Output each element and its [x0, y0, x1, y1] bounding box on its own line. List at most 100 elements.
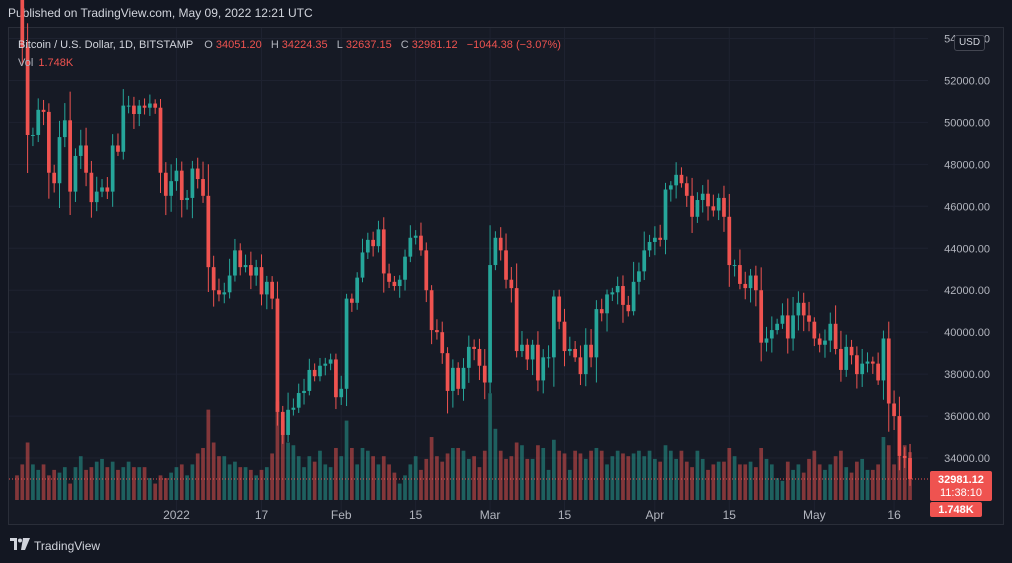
candle-body	[360, 252, 365, 278]
volume-bar	[318, 450, 322, 500]
volume-bar	[530, 458, 535, 500]
candle-body	[594, 309, 599, 358]
volume-bar	[525, 458, 530, 500]
candle-body	[110, 145, 115, 192]
candle-body	[658, 237, 663, 240]
volume-bar	[477, 467, 482, 500]
candle-body	[552, 296, 556, 358]
volume-bar	[254, 475, 259, 500]
volume-bar	[397, 483, 402, 500]
candle-body	[238, 250, 243, 268]
volume-bar	[690, 467, 694, 500]
candle-body	[514, 288, 519, 352]
volume-bar	[307, 456, 312, 500]
volume-bar	[392, 472, 397, 500]
candle-body	[865, 361, 870, 364]
time-tick-label: 15	[558, 508, 572, 522]
volume-bar	[179, 464, 184, 500]
candle-body	[78, 145, 83, 156]
volume-bar	[631, 453, 636, 500]
candle-body	[275, 298, 280, 412]
candle-body	[190, 168, 195, 198]
candle-body	[259, 267, 264, 295]
volume-bar	[759, 447, 764, 500]
candle-body	[307, 369, 312, 391]
volume-badge	[930, 502, 982, 518]
high-value: 34224.35	[281, 39, 328, 51]
volume-bar	[25, 442, 30, 500]
volume-bar	[429, 437, 434, 500]
volume-bar	[514, 442, 519, 500]
candle-body	[387, 273, 391, 282]
volume-bars	[15, 393, 912, 500]
candle-body	[105, 187, 110, 192]
grid-lines	[9, 28, 928, 520]
candle-body	[100, 187, 104, 192]
volume-bar	[738, 464, 742, 500]
candle-body	[397, 279, 402, 287]
volume-bar	[552, 439, 556, 500]
volume-bar	[57, 472, 62, 500]
candle-body	[350, 298, 354, 303]
time-tick-label: Mar	[480, 508, 501, 522]
volume-bar	[743, 464, 748, 500]
volume-bar	[557, 450, 562, 500]
volume-bar	[190, 464, 195, 500]
volume-bar	[355, 464, 360, 500]
candle-body	[599, 309, 604, 314]
volume-value: 1.748K	[38, 57, 74, 69]
volume-bar	[902, 445, 907, 500]
candle-body	[520, 344, 524, 352]
volume-bar	[647, 450, 652, 500]
volume-bar	[233, 461, 237, 500]
tradingview-footer: TradingView	[10, 538, 100, 553]
volume-bar	[52, 469, 57, 500]
volume-bar	[270, 453, 274, 500]
volume-bar	[174, 467, 179, 500]
chart-legend: Bitcoin / U.S. Dollar, 1D, BITSTAMP O 340…	[18, 36, 564, 72]
volume-bar	[796, 464, 801, 500]
volume-bar	[716, 461, 721, 500]
candle-body	[121, 105, 126, 152]
volume-bar	[785, 461, 790, 500]
close-value: 32981.12	[411, 39, 458, 51]
volume-bar	[89, 467, 94, 500]
volume-bar	[286, 442, 290, 500]
candle-body	[376, 229, 381, 247]
volume-bar	[599, 450, 604, 500]
candle-body	[392, 281, 397, 287]
volume-bar	[371, 456, 375, 500]
candle-body	[833, 323, 838, 349]
candle-body	[312, 369, 317, 377]
close-label: C	[400, 39, 409, 51]
candle-body	[222, 292, 227, 295]
volume-bar	[520, 445, 524, 500]
symbol-title[interactable]: Bitcoin / U.S. Dollar, 1D, BITSTAMP	[18, 39, 194, 51]
volume-bar	[860, 458, 865, 500]
candle-body	[796, 302, 801, 316]
high-label: H	[270, 39, 279, 51]
volume-bar	[589, 450, 593, 500]
candle-body	[498, 237, 503, 251]
candle-body	[451, 367, 455, 391]
volume-bar	[578, 453, 583, 500]
volume-bar	[211, 442, 216, 500]
candle-body	[84, 145, 88, 173]
candle-body	[31, 134, 35, 136]
candle-body	[254, 267, 259, 276]
volume-bar	[413, 456, 418, 500]
candle-body	[94, 191, 99, 203]
volume-bar	[892, 464, 896, 500]
volume-bar	[711, 464, 716, 500]
candle-body	[748, 275, 753, 289]
open-label: O	[204, 39, 213, 51]
candle-body	[148, 103, 152, 108]
candle-body	[20, 0, 25, 47]
currency-badge[interactable]: USD	[954, 35, 985, 51]
volume-bar	[668, 450, 673, 500]
volume-bar	[195, 453, 200, 500]
candle-body	[264, 281, 269, 295]
volume-bar	[870, 469, 875, 500]
last-price-badge	[930, 471, 992, 502]
